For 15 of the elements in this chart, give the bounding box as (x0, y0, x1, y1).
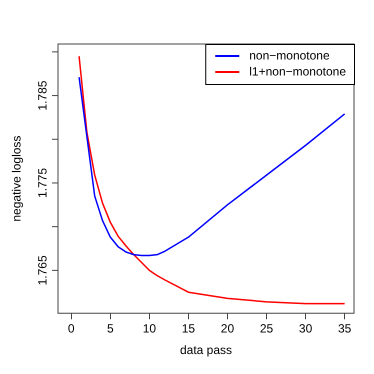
x-tick-label: 5 (106, 322, 114, 336)
x-tick-label: 15 (182, 322, 196, 336)
y-tick-label: 1.775 (35, 168, 50, 198)
x-tick-label: 20 (220, 322, 234, 336)
x-tick-label: 35 (338, 322, 352, 336)
y-tick-label: 1.785 (35, 80, 50, 111)
legend-label: l1+non−monotone (249, 64, 346, 78)
y-axis-title: negative logloss (9, 136, 24, 222)
legend-label: non−monotone (249, 48, 330, 62)
x-tick-label: 10 (142, 322, 156, 336)
x-tick-label: 30 (298, 322, 313, 336)
x-axis-title: data pass (180, 343, 232, 358)
x-tick-label: 0 (68, 322, 75, 336)
x-tick-label: 25 (260, 322, 274, 336)
y-tick-label: 1.765 (35, 255, 50, 286)
